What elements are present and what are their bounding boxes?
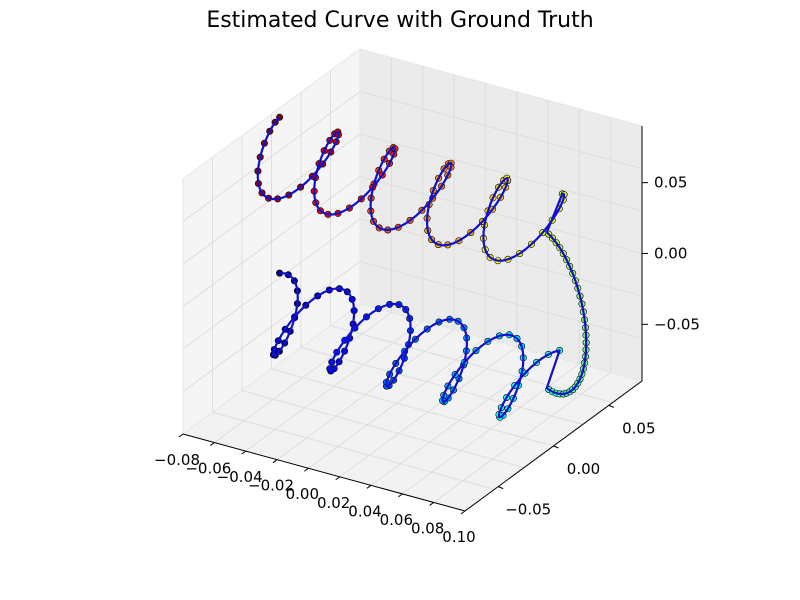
y-tick-label: −0.05 (505, 501, 551, 519)
x-tick (304, 467, 309, 472)
chart-title: Estimated Curve with Ground Truth (206, 8, 594, 33)
z-tick-label: 0.05 (654, 174, 687, 192)
x-tick (272, 459, 278, 464)
x-tick-label: −0.06 (185, 460, 231, 478)
axis-lines (178, 126, 648, 515)
grid-line-z (182, 218, 643, 350)
grid-line-z (182, 260, 643, 392)
x-tick (460, 510, 466, 515)
grid-line-z (182, 133, 643, 265)
x-tick-label: −0.04 (217, 468, 263, 486)
z-tick-label: −0.05 (654, 315, 700, 333)
x-tick-label: 0.08 (411, 519, 444, 537)
grid-line-z (182, 90, 643, 222)
x-tick (429, 502, 434, 506)
x-tick (178, 433, 184, 438)
y-tick (608, 404, 614, 408)
y-tick (498, 486, 504, 490)
x-tick-label: 0.02 (317, 494, 350, 512)
x-tick (210, 442, 215, 446)
z-tick-label: 0.00 (654, 245, 687, 263)
x-tick (366, 484, 372, 489)
x-tick-label: −0.08 (154, 451, 200, 469)
x-tick-label: −0.02 (248, 477, 294, 495)
data-curve (254, 113, 590, 421)
x-axis-line (182, 433, 466, 512)
x-tick (241, 450, 246, 455)
y-tick-label: 0.00 (567, 460, 600, 478)
y-tick (553, 445, 559, 449)
x-tick-label: 0.10 (442, 528, 475, 546)
x-tick-label: 0.00 (286, 485, 319, 503)
estimated-curve-line (256, 116, 588, 419)
y-tick-label: 0.05 (622, 419, 655, 437)
x-tick-label: 0.06 (380, 511, 413, 529)
x-tick-label: 0.04 (348, 502, 381, 520)
tick-labels: −0.08−0.06−0.04−0.020.000.020.040.060.08… (154, 174, 700, 546)
x-tick (398, 493, 403, 498)
x-tick (335, 476, 340, 481)
